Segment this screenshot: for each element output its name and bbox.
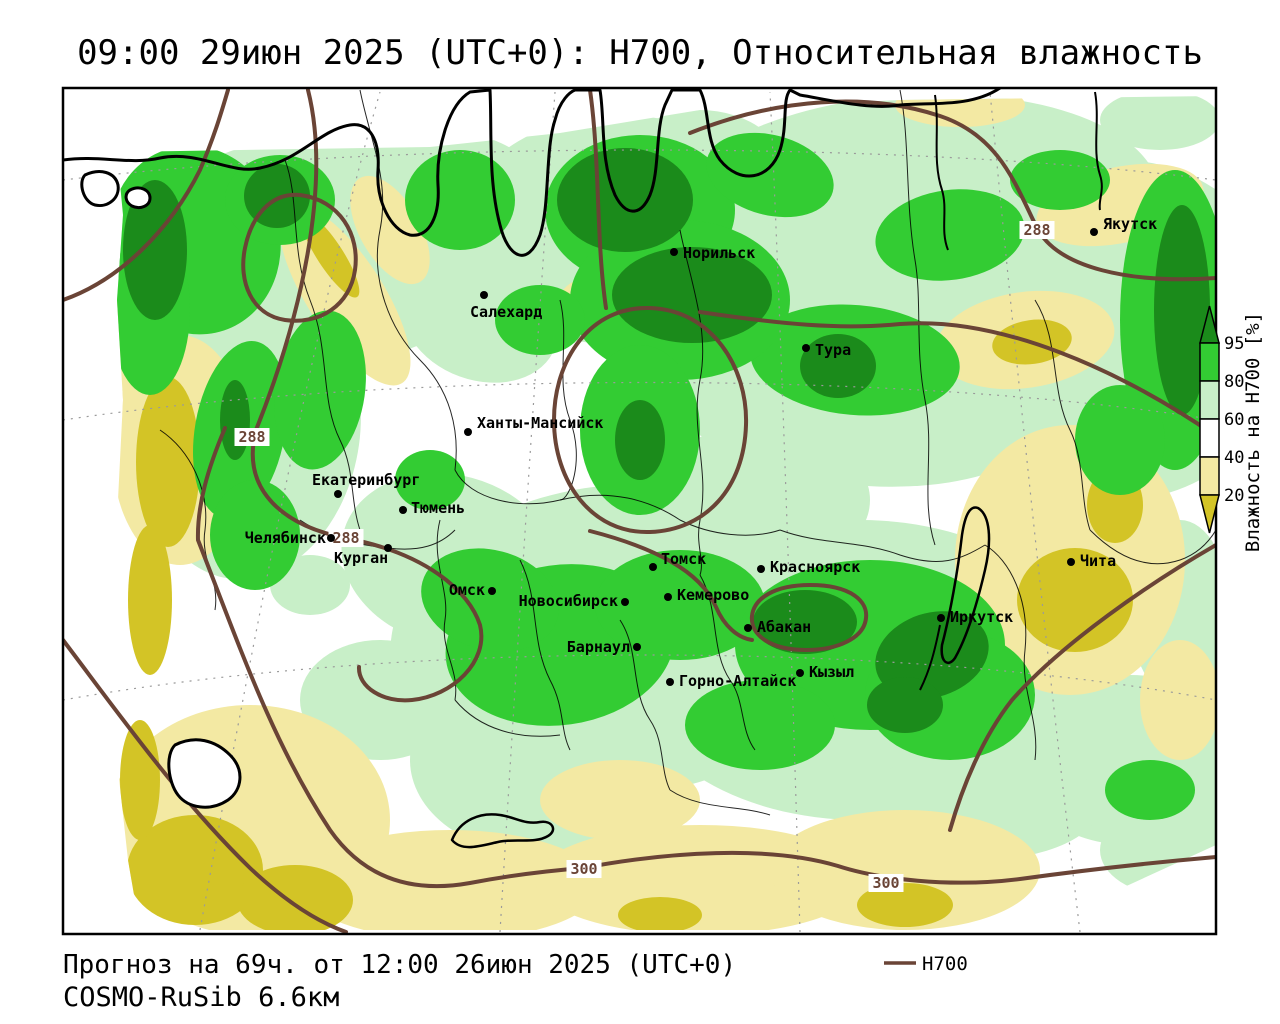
city-label-Новосибирск: Новосибирск (519, 592, 618, 610)
city-label-Горно-Алтайск: Горно-Алтайск (679, 672, 796, 690)
island-2 (124, 186, 152, 210)
contour-label-box (328, 529, 364, 547)
city-dot-Томск (649, 563, 657, 571)
colorbar-tick-60: 60 (1224, 410, 1244, 430)
city-label-Омск: Омск (449, 581, 485, 599)
city-dot-Омск (488, 587, 496, 595)
city-label-Красноярск: Красноярск (770, 558, 860, 576)
city-label-Норильск: Норильск (683, 244, 755, 262)
colorbar-seg-60-80 (1199, 380, 1220, 420)
river-taz (934, 94, 949, 251)
colorbar: 95 80 60 40 20 Влажность на H700 [%] (1199, 305, 1264, 552)
colorbar-seg-80-95 (1199, 342, 1220, 382)
city-label-Иркутск: Иркутск (950, 608, 1013, 626)
city-dot-Иркутск (937, 614, 945, 622)
city-dot-Кемерово (664, 593, 672, 601)
colorbar-tick-20: 20 (1224, 486, 1244, 506)
contour-label-288: 288 (238, 428, 265, 446)
colorbar-tick-80: 80 (1224, 372, 1244, 392)
city-label-Кызыл: Кызыл (809, 663, 854, 681)
city-dot-Норильск (670, 248, 678, 256)
city-markers: Норильск Салехард Тура Ханты-Мансийск Екатер… (245, 215, 1157, 690)
city-dot-Екатеринбург (334, 490, 342, 498)
contour-label-box (234, 428, 270, 446)
river-lena (1094, 91, 1103, 211)
contour-label-box (566, 860, 602, 878)
city-label-Абакан: Абакан (757, 618, 811, 636)
model-info-line: COSMO-RuSib 6.6км (63, 982, 339, 1013)
coastline (63, 88, 1103, 849)
contour-label-box (868, 874, 904, 892)
page-title: 09:00 29июн 2025 (UTC+0): H700, Относите… (77, 33, 1203, 73)
arctic-coastline (63, 88, 1002, 257)
city-dot-Ханты-Мансийск (464, 428, 472, 436)
contour-labels: 288 288 288 300 300 (234, 221, 1055, 892)
city-label-Курган: Курган (334, 549, 388, 567)
city-dot-Якутск (1090, 228, 1098, 236)
contour-label-288: 288 (1023, 221, 1050, 239)
lake-zaysan (450, 813, 555, 849)
forecast-info-line: Прогноз на 69ч. от 12:00 26июн 2025 (UTC… (63, 950, 736, 980)
city-label-Томск: Томск (661, 550, 706, 568)
legend: H700 (884, 953, 968, 975)
city-dot-Кызыл (796, 669, 804, 677)
colorbar-seg-20-40 (1199, 456, 1220, 496)
city-label-Якутск: Якутск (1103, 215, 1157, 233)
city-label-Кемерово: Кемерово (677, 586, 749, 604)
contour-label-300: 300 (872, 874, 899, 892)
city-dot-Тура (802, 344, 810, 352)
colorbar-axis-label: Влажность на H700 [%] (1242, 312, 1264, 552)
legend-h700-label: H700 (922, 953, 968, 975)
city-dot-Курган (384, 544, 392, 552)
city-dot-Чита (1067, 558, 1075, 566)
city-label-Екатеринбург: Екатеринбург (312, 471, 420, 489)
city-dot-Тюмень (399, 506, 407, 514)
city-dot-Горно-Алтайск (666, 678, 674, 686)
map-frame (61, 86, 1218, 936)
contour-label-300: 300 (570, 860, 597, 878)
city-label-Чита: Чита (1080, 552, 1116, 570)
lake-southwest (167, 738, 242, 809)
footer: Прогноз на 69ч. от 12:00 26июн 2025 (UTC… (63, 950, 968, 1013)
lake-baikal (940, 506, 991, 665)
colorbar-seg-below-20 (1199, 494, 1220, 534)
city-label-Тура: Тура (815, 341, 851, 359)
city-dot-Красноярск (757, 565, 765, 573)
city-dot-Абакан (744, 624, 752, 632)
colorbar-ticks: 95 80 60 40 20 (1224, 334, 1244, 506)
humidity-fill-layer (117, 96, 1216, 930)
city-label-Тюмень: Тюмень (411, 499, 465, 517)
contour-lines (63, 88, 1216, 934)
contour-label-288: 288 (332, 529, 359, 547)
city-label-Салехард: Салехард (470, 303, 542, 321)
city-label-Ханты-Мансийск: Ханты-Мансийск (477, 414, 603, 432)
river-angara (919, 624, 941, 691)
colorbar-seg-40-60 (1199, 418, 1220, 458)
city-label-Челябинск: Челябинск (245, 529, 326, 547)
city-dot-Барнаул (633, 643, 641, 651)
colorbar-tick-95: 95 (1224, 334, 1244, 354)
city-dot-Челябинск (327, 534, 335, 542)
contour-label-box (1019, 221, 1055, 239)
city-label-Барнаул: Барнаул (567, 638, 630, 656)
city-dot-Салехард (480, 291, 488, 299)
colorbar-tick-40: 40 (1224, 448, 1244, 468)
city-dot-Новосибирск (621, 598, 629, 606)
island-1 (80, 170, 120, 208)
